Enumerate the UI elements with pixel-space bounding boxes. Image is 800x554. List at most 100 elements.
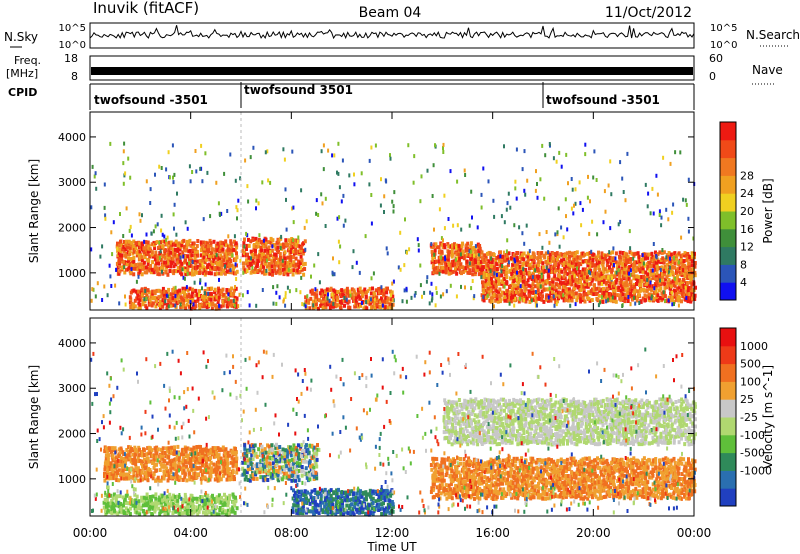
data-cell <box>647 191 650 196</box>
data-cell <box>534 295 537 300</box>
data-cell <box>202 300 206 305</box>
data-cell <box>207 291 210 296</box>
data-cell <box>686 291 690 296</box>
data-cell <box>470 257 474 261</box>
data-cell <box>525 271 529 276</box>
data-cell <box>674 150 677 155</box>
data-cell <box>536 288 540 293</box>
data-cell <box>142 260 146 265</box>
data-cell <box>588 298 592 303</box>
data-cell <box>292 255 295 260</box>
data-cell <box>103 478 107 483</box>
data-cell <box>266 149 269 154</box>
data-cell <box>638 259 642 264</box>
data-cell <box>667 254 671 259</box>
data-cell <box>353 182 356 187</box>
data-cell <box>227 467 231 472</box>
data-cell <box>547 250 550 255</box>
data-cell <box>673 256 675 261</box>
data-cell <box>235 470 239 475</box>
data-cell <box>144 240 148 245</box>
data-cell <box>130 259 134 264</box>
data-cell <box>579 201 582 206</box>
data-cell <box>365 300 368 305</box>
data-cell <box>434 143 436 148</box>
data-cell <box>520 289 524 294</box>
data-cell <box>587 290 591 295</box>
data-cell <box>222 258 226 263</box>
data-cell <box>544 287 548 292</box>
data-cell <box>368 158 371 163</box>
data-cell <box>180 272 184 277</box>
data-cell <box>667 251 671 255</box>
data-cell <box>603 189 606 194</box>
data-cell <box>434 303 437 308</box>
data-cell <box>201 244 205 249</box>
data-cell <box>235 245 239 250</box>
data-cell <box>682 197 685 202</box>
data-cell <box>205 299 208 303</box>
data-cell <box>505 249 508 254</box>
colorbar-tick-label: 20 <box>740 205 754 218</box>
data-cell <box>506 238 509 243</box>
data-cell <box>585 295 589 300</box>
data-cell <box>673 293 677 298</box>
data-cell <box>178 288 182 293</box>
data-cell <box>576 280 580 285</box>
data-cell <box>232 288 236 293</box>
data-cell <box>156 269 159 274</box>
colorbar-tick-label: 12 <box>740 241 754 254</box>
data-cell <box>416 237 419 242</box>
data-cell <box>648 260 652 265</box>
data-cell <box>611 250 615 255</box>
data-cell <box>665 262 669 267</box>
data-cell <box>191 247 195 252</box>
data-cell <box>530 298 533 303</box>
data-cell <box>247 266 251 271</box>
data-cell <box>558 260 562 265</box>
data-cell <box>278 252 282 256</box>
data-cell <box>629 260 633 265</box>
data-cell <box>574 251 577 256</box>
data-cell <box>155 462 158 467</box>
data-cell <box>317 306 320 311</box>
data-cell <box>663 282 667 287</box>
data-cell <box>399 230 402 235</box>
data-cell <box>526 258 530 262</box>
data-cell <box>281 258 284 263</box>
data-cell <box>662 260 666 265</box>
data-cell <box>236 208 239 213</box>
data-cell <box>103 472 106 476</box>
data-cell <box>571 187 574 192</box>
data-cell <box>261 257 265 262</box>
data-cell <box>491 264 494 269</box>
data-cell <box>320 192 323 197</box>
data-cell <box>690 277 693 282</box>
data-cell <box>675 280 679 285</box>
data-cell <box>671 210 674 215</box>
data-cell <box>287 238 291 243</box>
data-cell <box>297 235 300 240</box>
data-cell <box>619 160 622 165</box>
data-cell <box>618 273 622 278</box>
data-cell <box>182 301 185 306</box>
data-cell <box>548 280 552 285</box>
data-cell <box>441 256 445 261</box>
nave-tick-bottom: 0 <box>709 70 716 83</box>
data-cell <box>115 244 119 249</box>
data-cell <box>629 273 632 278</box>
data-cell <box>159 251 162 256</box>
data-cell <box>455 294 458 299</box>
data-cell <box>130 267 133 272</box>
data-cell <box>123 141 126 146</box>
data-cell <box>233 234 236 239</box>
data-cell <box>573 273 576 278</box>
data-cell <box>602 269 606 274</box>
data-cell <box>593 266 597 271</box>
data-cell <box>145 247 149 252</box>
data-cell <box>188 248 192 253</box>
data-cell <box>649 211 652 216</box>
data-cell <box>158 255 161 260</box>
data-cell <box>188 271 192 276</box>
data-cell <box>289 244 293 248</box>
